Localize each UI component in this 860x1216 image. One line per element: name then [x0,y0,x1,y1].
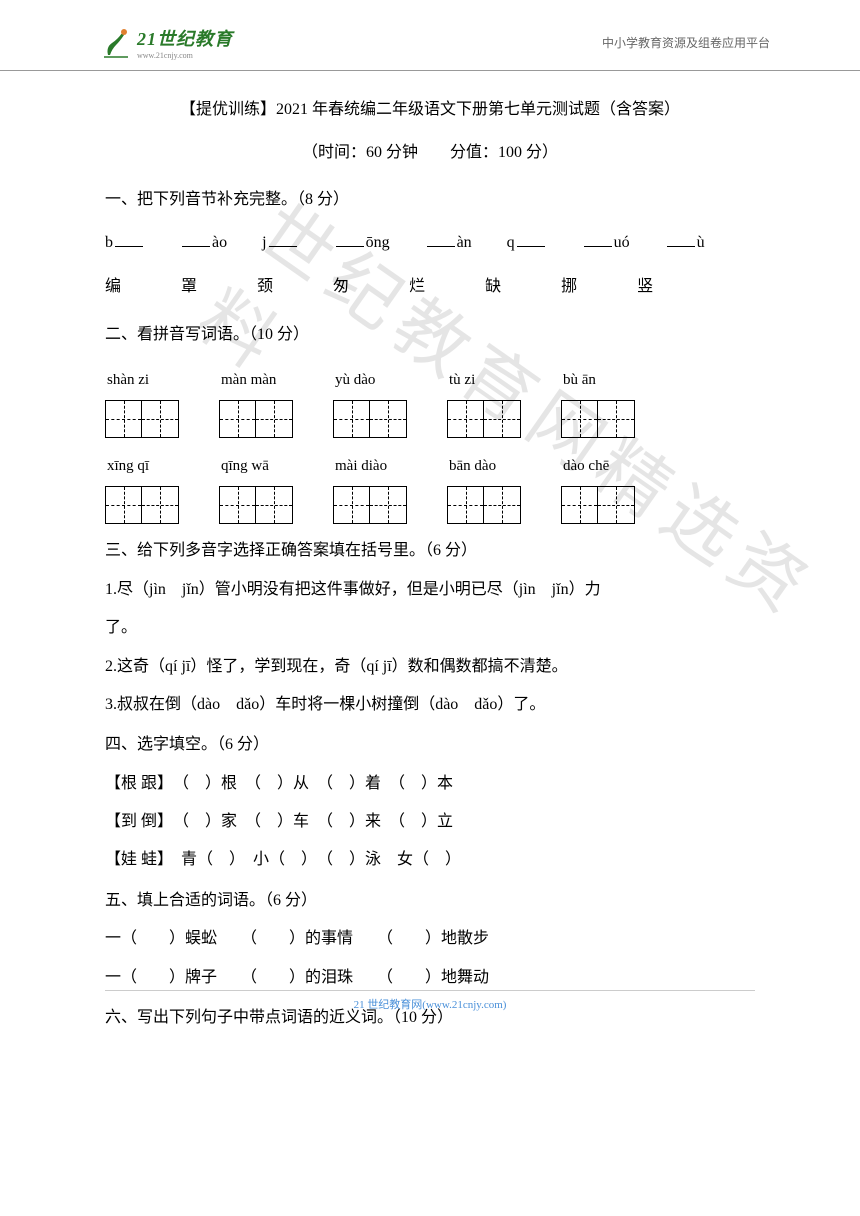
s5-line1: 一（ ）蜈蚣 （ ）的事情 （ ）地散步 [105,920,755,958]
logo: 21世纪教育 www.21cnjy.com [100,25,233,60]
write-box[interactable] [333,486,407,524]
doc-title: 【提优训练】2021 年春统编二年级语文下册第七单元测试题（含答案） [105,91,755,129]
pinyin-label: mài diào [335,448,387,484]
section-2-heading: 二、看拼音写词语。（10 分） [105,316,755,354]
s4-line2: 【到 倒】 （ ）家 （ ）车 （ ）来 （ ）立 [105,803,755,841]
doc-subtitle: （时间：60 分钟 分值：100 分） [105,134,755,172]
blank[interactable] [182,246,210,247]
grid-item: qīng wā [219,448,293,524]
char: 挪 [561,268,577,306]
pinyin-label: màn màn [221,362,276,398]
pinyin-label: qīng wā [221,448,269,484]
blank[interactable] [336,246,364,247]
section-3: 三、给下列多音字选择正确答案填在括号里。（6 分） 1.尽（jìn jǐn）管小… [105,532,755,724]
char: 缺 [485,268,501,306]
pinyin-part: q [507,224,515,262]
write-box[interactable] [561,486,635,524]
content: 【提优训练】2021 年春统编二年级语文下册第七单元测试题（含答案） （时间：6… [0,91,860,1037]
write-box[interactable] [333,400,407,438]
section-1-heading: 一、把下列音节补充完整。（8 分） [105,181,755,219]
section-2: 二、看拼音写词语。（10 分） shàn zi màn màn yù dào t… [105,316,755,524]
blank[interactable] [427,246,455,247]
q3-1b: 了。 [105,609,755,647]
grid-item: tù zi [447,362,521,438]
pinyin-item: b [105,224,145,262]
pinyin-item: ōng [334,224,390,262]
pinyin-label: xīng qī [107,448,149,484]
pinyin-item: q [507,224,547,262]
write-box[interactable] [447,486,521,524]
logo-text: 21世纪教育 www.21cnjy.com [137,25,233,60]
pinyin-label: yù dào [335,362,375,398]
grid-item: dào chē [561,448,635,524]
section-5: 五、填上合适的词语。（6 分） 一（ ）蜈蚣 （ ）的事情 （ ）地散步 一（ … [105,882,755,997]
grid-item: yù dào [333,362,407,438]
blank[interactable] [269,246,297,247]
write-box[interactable] [561,400,635,438]
pinyin-part: uó [614,224,630,262]
section-1: 一、把下列音节补充完整。（8 分） b ào j ōng àn q uó ù 编… [105,181,755,306]
logo-runner-icon [100,27,132,59]
pinyin-part: ù [697,224,705,262]
logo-en: www.21cnjy.com [137,51,233,60]
pinyin-label: dào chē [563,448,609,484]
pinyin-label: bān dào [449,448,496,484]
blank[interactable] [517,246,545,247]
page-wrapper: 21世纪教育 www.21cnjy.com 中小学教育资源及组卷应用平台 【提优… [0,0,860,1037]
s4-line1: 【根 跟】 （ ）根 （ ）从 （ ）着 （ ）本 [105,765,755,803]
pinyin-blanks-row: b ào j ōng àn q uó ù [105,224,755,262]
grid-item: bān dào [447,448,521,524]
header-platform-text: 中小学教育资源及组卷应用平台 [602,34,770,51]
char: 编 [105,268,121,306]
grid-row-1: shàn zi màn màn yù dào tù zi bù ān [105,362,755,438]
write-box[interactable] [105,400,179,438]
blank[interactable] [115,246,143,247]
pinyin-item: j [262,224,298,262]
grid-item: xīng qī [105,448,179,524]
grid-item: mài diào [333,448,407,524]
q3-2: 2.这奇（qí jī）怪了，学到现在，奇（qí jī）数和偶数都搞不清楚。 [105,648,755,686]
s4-line3: 【娃 蛙】 青（ ） 小（ ） （ ）泳 女（ ） [105,841,755,879]
pinyin-part: ào [212,224,227,262]
char: 匆 [333,268,349,306]
pinyin-item: uó [582,224,630,262]
section-4-heading: 四、选字填空。（6 分） [105,726,755,764]
q3-3: 3.叔叔在倒（dào dǎo）车时将一棵小树撞倒（dào dǎo）了。 [105,686,755,724]
logo-cn: 21世纪教育 [137,25,233,51]
grid-row-2: xīng qī qīng wā mài diào bān dào dào chē [105,448,755,524]
section-4: 四、选字填空。（6 分） 【根 跟】 （ ）根 （ ）从 （ ）着 （ ）本 【… [105,726,755,880]
write-box[interactable] [447,400,521,438]
char: 竖 [637,268,653,306]
write-box[interactable] [105,486,179,524]
char-row: 编 罩 颈 匆 烂 缺 挪 竖 [105,268,755,306]
page-footer: 21 世纪教育网(www.21cnjy.com) [105,990,755,1012]
char: 颈 [257,268,273,306]
page-header: 21世纪教育 www.21cnjy.com 中小学教育资源及组卷应用平台 [0,0,860,71]
pinyin-part: j [262,224,266,262]
section-3-heading: 三、给下列多音字选择正确答案填在括号里。（6 分） [105,532,755,570]
blank[interactable] [667,246,695,247]
pinyin-label: bù ān [563,362,596,398]
pinyin-label: tù zi [449,362,475,398]
pinyin-item: àn [425,224,472,262]
grid-item: shàn zi [105,362,179,438]
pinyin-item: ù [665,224,705,262]
write-box[interactable] [219,486,293,524]
grid-item: màn màn [219,362,293,438]
pinyin-part: ōng [366,224,390,262]
char: 罩 [181,268,197,306]
char: 烂 [409,268,425,306]
pinyin-part: b [105,224,113,262]
blank[interactable] [584,246,612,247]
pinyin-item: ào [180,224,227,262]
write-box[interactable] [219,400,293,438]
grid-item: bù ān [561,362,635,438]
section-5-heading: 五、填上合适的词语。（6 分） [105,882,755,920]
pinyin-part: àn [457,224,472,262]
pinyin-label: shàn zi [107,362,149,398]
q3-1: 1.尽（jìn jǐn）管小明没有把这件事做好，但是小明已尽（jìn jǐn）力 [105,571,755,609]
